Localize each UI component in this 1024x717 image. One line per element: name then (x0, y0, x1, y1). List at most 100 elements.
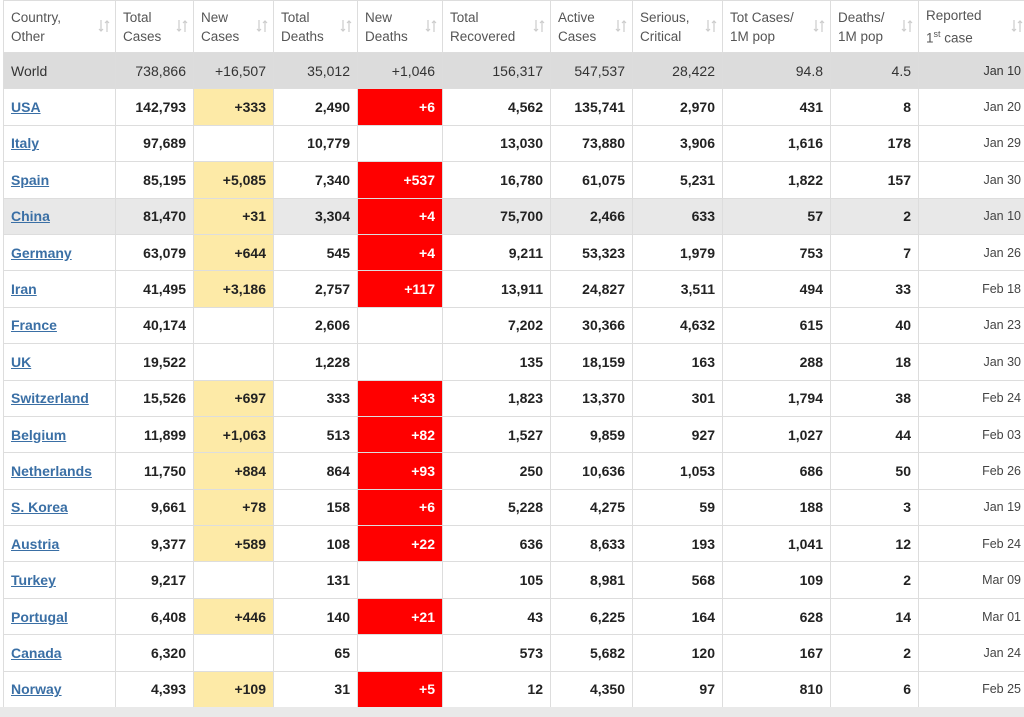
data-cell: 753 (722, 233, 831, 272)
data-cell: 1,794 (722, 379, 831, 417)
cell-value: 164 (691, 608, 715, 625)
header-text: Total (281, 9, 310, 25)
sort-icon[interactable] (256, 19, 268, 33)
data-cell: 142,793 (115, 88, 194, 126)
country-cell: USA (3, 88, 116, 126)
data-cell: 35,012 (273, 51, 358, 90)
data-cell: 2 (830, 634, 919, 672)
country-link[interactable]: Iran (11, 281, 37, 298)
cell-value: 1,053 (679, 462, 715, 479)
column-header[interactable]: New Deaths (357, 0, 443, 53)
data-cell: Jan 23 (918, 306, 1024, 345)
data-cell: +1,063 (193, 415, 274, 454)
country-link[interactable]: Portugal (11, 608, 68, 625)
cell-value: +93 (411, 462, 435, 479)
cell-value: 4,562 (507, 99, 543, 116)
header-text: Deaths (365, 28, 408, 44)
sort-icon[interactable] (533, 19, 545, 33)
data-cell: Jan 30 (918, 343, 1024, 381)
data-cell: +697 (193, 379, 274, 417)
column-header[interactable]: Country, Other (3, 0, 116, 53)
cell-value: 6,408 (150, 608, 186, 625)
data-cell: 1,027 (722, 415, 831, 454)
cell-value: 4.5 (891, 62, 911, 79)
cell-value: 2,490 (314, 99, 350, 116)
country-link[interactable]: Switzerland (11, 390, 89, 407)
data-cell: 2,466 (550, 197, 633, 235)
data-cell: +4 (357, 233, 443, 272)
data-cell: Feb 03 (918, 415, 1024, 454)
column-header[interactable]: Reported 1st case (918, 0, 1024, 53)
data-cell: 927 (632, 415, 723, 454)
country-link[interactable]: UK (11, 353, 32, 370)
column-header[interactable]: New Cases (193, 0, 274, 53)
sort-icon[interactable] (340, 19, 352, 33)
data-cell: Mar 09 (918, 561, 1024, 599)
cell-value: Feb 24 (982, 391, 1021, 406)
sort-icon[interactable] (705, 19, 717, 33)
cell-value: Jan 10 (983, 209, 1021, 224)
data-cell: 85,195 (115, 161, 194, 199)
cell-value: +537 (403, 171, 435, 188)
country-link[interactable]: Italy (11, 135, 40, 152)
sort-icon[interactable] (98, 19, 110, 33)
cell-value: 142,793 (135, 99, 186, 116)
country-link[interactable]: Germany (11, 244, 72, 261)
cell-value: 75,700 (500, 208, 543, 225)
country-link[interactable]: Spain (11, 171, 50, 188)
data-cell: 9,859 (550, 415, 633, 454)
country-link[interactable]: Netherlands (11, 462, 92, 479)
country-link[interactable]: Canada (11, 644, 62, 661)
country-link[interactable]: Turkey (11, 572, 56, 589)
cell-value: 97,689 (143, 135, 186, 152)
country-link[interactable]: France (11, 317, 57, 334)
cell-value: 167 (799, 644, 823, 661)
country-link[interactable]: USA (11, 99, 41, 116)
cell-value: Feb 18 (982, 282, 1021, 297)
cell-value: +21 (411, 608, 435, 625)
column-header[interactable]: Deaths/1M pop (830, 0, 919, 53)
cell-value: 8 (903, 99, 911, 116)
sort-icon[interactable] (615, 19, 627, 33)
country-link[interactable]: China (11, 208, 50, 225)
country-cell: Norway (3, 670, 116, 709)
sort-icon[interactable] (425, 19, 437, 33)
cell-value: 5,682 (589, 644, 625, 661)
sort-icon[interactable] (813, 19, 825, 33)
column-header[interactable]: Serious, Critical (632, 0, 723, 53)
cell-value: +3,186 (222, 281, 266, 298)
column-header[interactable]: Total Recovered (442, 0, 551, 53)
data-cell: Mar 01 (918, 597, 1024, 636)
data-cell: 50 (830, 452, 919, 490)
column-header[interactable]: Total Deaths (273, 0, 358, 53)
data-cell: 105 (442, 561, 551, 599)
data-cell: 1,979 (632, 233, 723, 272)
country-link[interactable]: Belgium (11, 426, 67, 443)
country-link[interactable]: Norway (11, 681, 62, 698)
data-cell: 8,633 (550, 525, 633, 563)
data-cell: +33 (357, 379, 443, 417)
country-link[interactable]: S. Korea (11, 499, 68, 516)
column-header[interactable]: Active Cases (550, 0, 633, 53)
sort-icon[interactable] (176, 19, 188, 33)
data-cell: +78 (193, 488, 274, 527)
sort-icon[interactable] (901, 19, 913, 33)
country-link[interactable]: Austria (11, 535, 60, 552)
data-cell: 40,174 (115, 306, 194, 345)
column-header[interactable]: Total Cases (115, 0, 194, 53)
cell-value: Jan 29 (983, 136, 1021, 151)
sort-icon[interactable] (1011, 19, 1023, 33)
cell-value: 568 (691, 572, 715, 589)
data-cell: +93 (357, 452, 443, 490)
column-header[interactable]: Tot Cases/1M pop (722, 0, 831, 53)
cell-value: 131 (326, 572, 350, 589)
country-cell: S. Korea (3, 488, 116, 527)
header-text: Total (450, 9, 479, 25)
data-cell: 2,970 (632, 88, 723, 126)
cell-value: 16,780 (500, 171, 543, 188)
data-cell: 494 (722, 270, 831, 308)
cell-value: 85,195 (143, 171, 186, 188)
cell-value: 178 (887, 135, 911, 152)
cell-value: 11,750 (143, 462, 186, 479)
header-text: 1 (926, 30, 934, 46)
